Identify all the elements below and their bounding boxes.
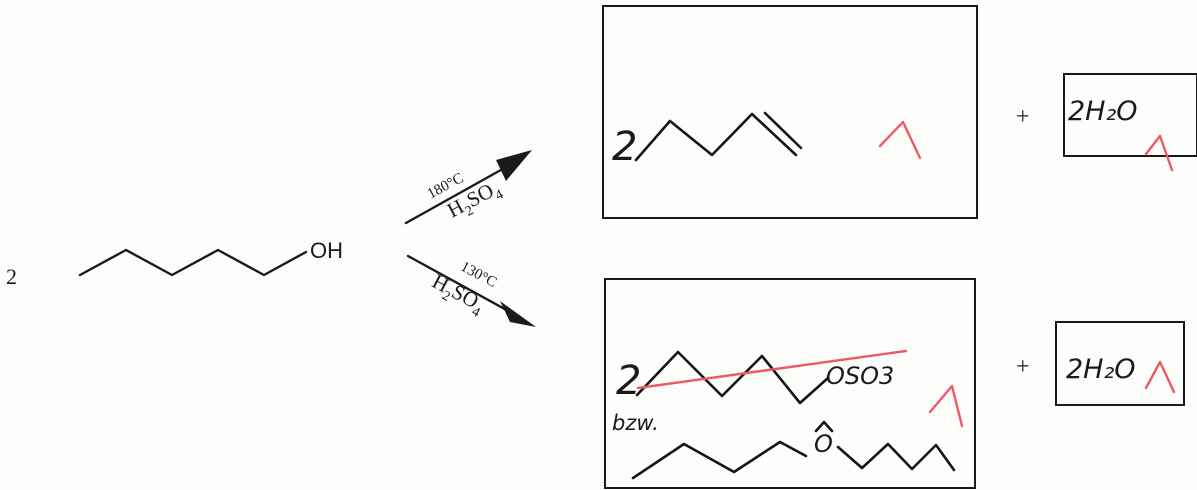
correction-note: bzw. xyxy=(612,411,659,435)
pentene-chain xyxy=(634,112,798,162)
lower-arrow-head xyxy=(500,301,536,327)
upper-side-product: 2H₂O xyxy=(1068,96,1138,127)
upper-main-coefficient: 2 xyxy=(612,124,637,170)
ether-right-chain xyxy=(836,442,956,472)
upper-main-product-box xyxy=(602,5,978,219)
upper-arrow-shaft xyxy=(404,164,510,225)
lower-side-product-box xyxy=(1055,321,1185,406)
ether-oxygen-mark xyxy=(814,420,834,433)
upper-reaction-arrow xyxy=(404,150,532,225)
upper-side-score-mark xyxy=(1144,134,1174,172)
lower-main-coefficient: 2 xyxy=(616,358,641,404)
reactant-coefficient: 2 xyxy=(6,264,17,289)
upper-arrow-head xyxy=(496,150,532,181)
crossed-sulfate-group: OSO3 xyxy=(826,362,894,390)
lower-main-product-box xyxy=(604,278,976,489)
upper-temperature: 180°C xyxy=(425,170,467,202)
upper-main-score-mark xyxy=(878,120,922,160)
lower-main-score-mark xyxy=(928,384,964,428)
upper-plus-sign: + xyxy=(1016,104,1030,130)
lower-plus-sign: + xyxy=(1016,354,1030,380)
upper-arrow-conditions: 180°C H2SO4 xyxy=(425,170,506,222)
pentyl-sulfate-chain xyxy=(635,350,830,405)
lower-side-product: 2H₂O xyxy=(1066,354,1136,385)
hydroxyl-group: OH xyxy=(310,238,343,263)
ether-oxygen: O xyxy=(814,430,833,458)
lower-reaction-arrow xyxy=(406,254,536,327)
lower-side-score-mark xyxy=(1144,360,1176,394)
upper-side-product-box xyxy=(1063,73,1197,157)
strike-through-line xyxy=(636,349,908,390)
lower-arrow-conditions: 130°C H2SO4 xyxy=(428,259,499,321)
pentene-double-bond xyxy=(763,111,803,150)
pentyl-chain xyxy=(78,248,308,277)
ether-left-chain xyxy=(631,440,808,480)
lower-arrow-shaft xyxy=(406,254,514,315)
